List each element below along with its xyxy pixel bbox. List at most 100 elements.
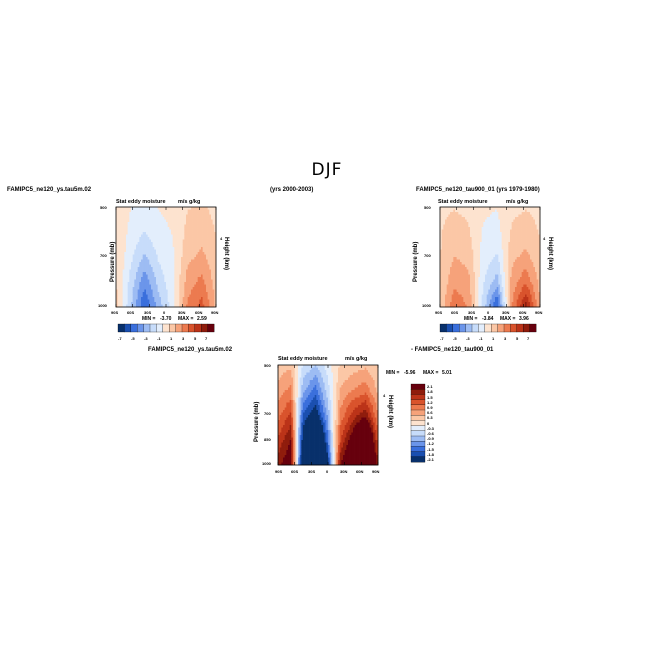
panel1-cell (132, 262, 135, 265)
panel2-cell (528, 249, 531, 253)
panel1-cell (202, 224, 205, 228)
panel1-cell (192, 254, 195, 258)
panel1-cell (164, 304, 167, 308)
panel2-cell (533, 284, 536, 288)
panel2-cell (468, 242, 471, 245)
panel2-cell (513, 219, 516, 223)
panel1-cell (147, 244, 150, 248)
panel2-cell (511, 264, 514, 268)
panel2-cell (466, 262, 469, 265)
panel2-cell (533, 244, 536, 248)
panel2-cell (455, 224, 457, 228)
panel1-cell (177, 207, 180, 210)
panel1-cell (157, 254, 160, 258)
panel2-cell (445, 262, 447, 265)
panel1-cell (122, 212, 125, 215)
panel1-cell (189, 254, 192, 258)
panel1-cell (139, 294, 142, 298)
panel1-cell (172, 232, 175, 235)
panel2-cell (473, 234, 476, 238)
panel1-cell (139, 247, 142, 250)
panel2-cell (513, 282, 516, 285)
panel1-cell (191, 289, 193, 293)
panel2-cell (455, 229, 457, 233)
panel2-cell (441, 257, 444, 260)
panel2-cell (456, 212, 459, 215)
panel1-cell (169, 272, 172, 275)
panel1-cell (132, 282, 135, 285)
panel1-cell (154, 237, 157, 240)
panel2-cell (480, 237, 482, 240)
panel1-cell (141, 294, 143, 298)
panel1-cell (186, 254, 188, 258)
panel2-cell (486, 257, 489, 260)
panel1-cell (126, 259, 128, 263)
panel1-cell (212, 297, 215, 300)
panel1-cell (202, 244, 205, 248)
panel2-cell (535, 227, 537, 230)
panel2-cell (473, 292, 476, 295)
panel1-cell (136, 274, 138, 278)
panel2-cell (465, 239, 467, 243)
panel2-colorbar-swatch (484, 323, 492, 333)
panel1-cell (154, 287, 157, 290)
panel1-cell (212, 234, 215, 238)
panel1-cell (137, 242, 140, 245)
panel1-cell (117, 254, 120, 258)
panel1-cell (196, 252, 198, 255)
panel2-cell (485, 214, 487, 218)
panel2-cell (505, 207, 507, 210)
panel2-cell (465, 277, 467, 280)
panel1-cell (182, 289, 185, 293)
panel1-cell (181, 294, 183, 298)
panel1-cell (149, 229, 152, 233)
panel2-cell (528, 302, 531, 305)
panel2-cell (461, 212, 464, 215)
panel2-cell (453, 284, 456, 288)
panel1-cell (121, 252, 123, 255)
panel1-cell (169, 289, 172, 293)
panel2-cell (460, 284, 462, 288)
panel2-cell (485, 259, 487, 263)
panel1-cell (156, 304, 158, 308)
panel2-cell (536, 264, 539, 268)
panel2-cell (448, 274, 451, 278)
panel2-cell (493, 257, 496, 260)
panel2-cell (523, 229, 526, 233)
panel1-cell (186, 207, 188, 210)
panel1-cell (166, 294, 168, 298)
panel2-cell (515, 267, 517, 270)
panel1-cell (137, 249, 140, 253)
panel2-cell (538, 257, 541, 260)
panel2-cell (461, 217, 464, 220)
panel2-cell (500, 264, 502, 268)
panel2-cell (485, 227, 487, 230)
panel2-cell (463, 274, 466, 278)
panel1-cell (122, 222, 125, 225)
panel1-cell (176, 297, 178, 300)
panel1-cell (211, 264, 213, 268)
panel1-cell (191, 294, 193, 298)
panel1-cell (171, 222, 173, 225)
panel1-cell (156, 219, 158, 223)
panel1-cell (147, 264, 150, 268)
panel2-cell (523, 259, 526, 263)
panel1-cell (212, 292, 215, 295)
panel1-cell (152, 207, 155, 210)
panel1-cell (177, 299, 180, 303)
panel1-cell (164, 277, 167, 280)
panel1-cell (186, 272, 188, 275)
panel1-cell (139, 302, 142, 305)
panel1-cell (177, 279, 180, 283)
panel2-cell (533, 249, 536, 253)
panel1-cell (179, 242, 182, 245)
panel2-cell (456, 207, 459, 210)
panel2-cell (450, 279, 452, 283)
panel1-cell (186, 219, 188, 223)
panel1-cell (197, 287, 200, 290)
panel2-cell (491, 267, 494, 270)
panel1-cell (121, 269, 123, 273)
panel2-cell (518, 294, 521, 298)
panel2-cell (513, 239, 516, 243)
panel1-cell (156, 242, 158, 245)
